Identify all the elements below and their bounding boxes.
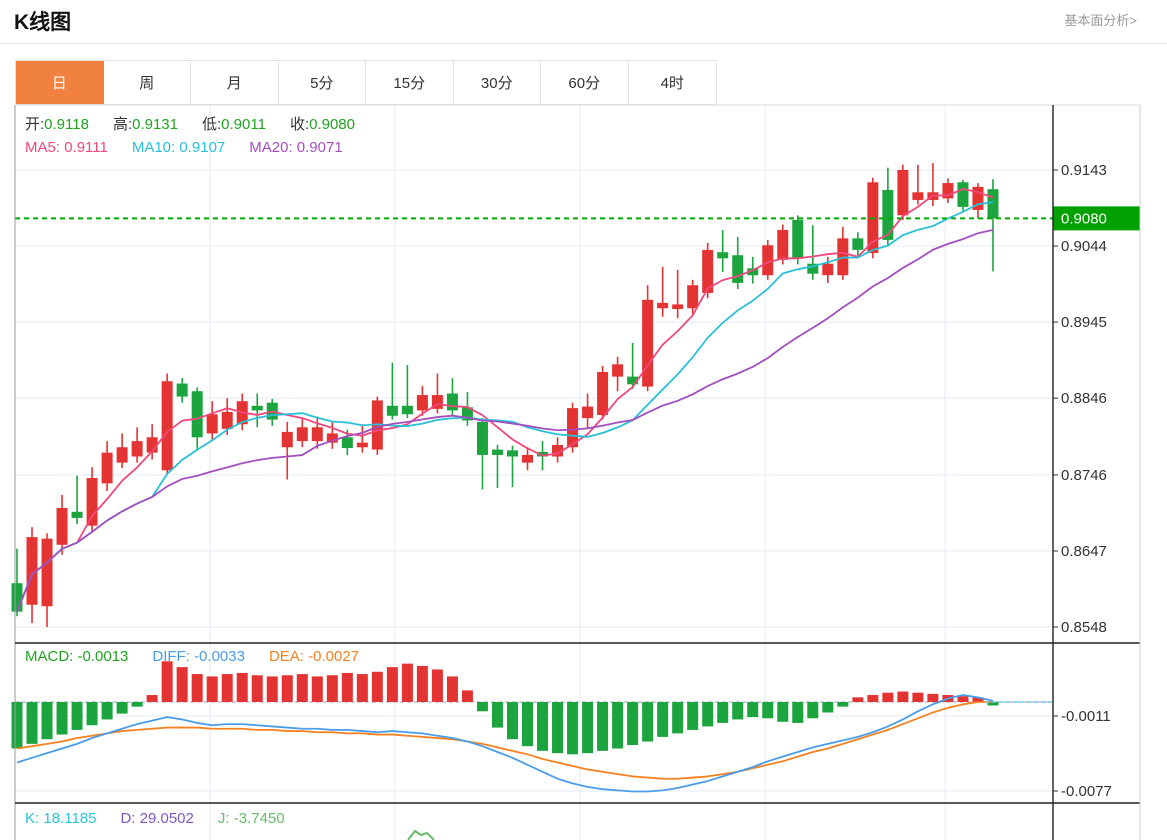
close-readout: 收:0.9080 [289, 116, 355, 133]
period-tabs: 日 周 月 5分 15分 30分 60分 4时 [15, 60, 717, 105]
kdj-legend: K: 18.1185 D: 29.0502 J: -3.7450 [25, 810, 309, 827]
fundamental-analysis-link[interactable]: 基本面分析> [1064, 13, 1137, 28]
tab-15min[interactable]: 15分 [366, 61, 454, 104]
title-divider [0, 43, 1167, 44]
tab-60min[interactable]: 60分 [541, 61, 629, 104]
ohlc-legend: 开:0.9118 高:0.9131 低:0.9011 收:0.9080 [25, 113, 379, 134]
tab-5min[interactable]: 5分 [278, 61, 366, 104]
macd-readout: MACD: -0.0013 [25, 648, 129, 665]
open-readout: 开:0.9118 [25, 116, 89, 133]
ma10-readout: MA10: 0.9107 [131, 139, 226, 156]
svg-text:0.8647: 0.8647 [1061, 543, 1107, 560]
macd-legend: MACD: -0.0013 DIFF: -0.0033 DEA: -0.0027 [25, 648, 383, 665]
ma-legend: MA5: 0.9111 MA10: 0.9107 MA20: 0.9071 [25, 139, 367, 156]
high-readout: 高:0.9131 [112, 116, 178, 133]
svg-text:-0.0011: -0.0011 [1061, 708, 1111, 725]
tab-week[interactable]: 周 [103, 61, 191, 104]
tab-4hour[interactable]: 4时 [628, 61, 716, 104]
dea-readout: DEA: -0.0027 [268, 648, 359, 665]
page-title: K线图 [14, 11, 72, 34]
k-readout: K: 18.1185 [25, 810, 97, 827]
tab-day[interactable]: 日 [16, 61, 104, 104]
low-readout: 低:0.9011 [202, 116, 266, 133]
svg-text:0.8548: 0.8548 [1061, 619, 1107, 636]
svg-text:0.8746: 0.8746 [1061, 467, 1107, 484]
svg-text:0.9143: 0.9143 [1061, 162, 1107, 179]
svg-text:0.9044: 0.9044 [1061, 238, 1107, 255]
svg-text:0.9080: 0.9080 [1061, 210, 1107, 227]
d-readout: D: 29.0502 [120, 810, 194, 827]
svg-text:0.8945: 0.8945 [1061, 314, 1107, 331]
tab-month[interactable]: 月 [191, 61, 279, 104]
svg-text:-0.0077: -0.0077 [1061, 783, 1112, 800]
ma5-readout: MA5: 0.9111 [25, 139, 108, 156]
svg-text:0.8846: 0.8846 [1061, 390, 1107, 407]
j-readout: J: -3.7450 [217, 810, 285, 827]
diff-readout: DIFF: -0.0033 [152, 648, 245, 665]
tab-30min[interactable]: 30分 [453, 61, 541, 104]
ma20-readout: MA20: 0.9071 [249, 139, 343, 156]
